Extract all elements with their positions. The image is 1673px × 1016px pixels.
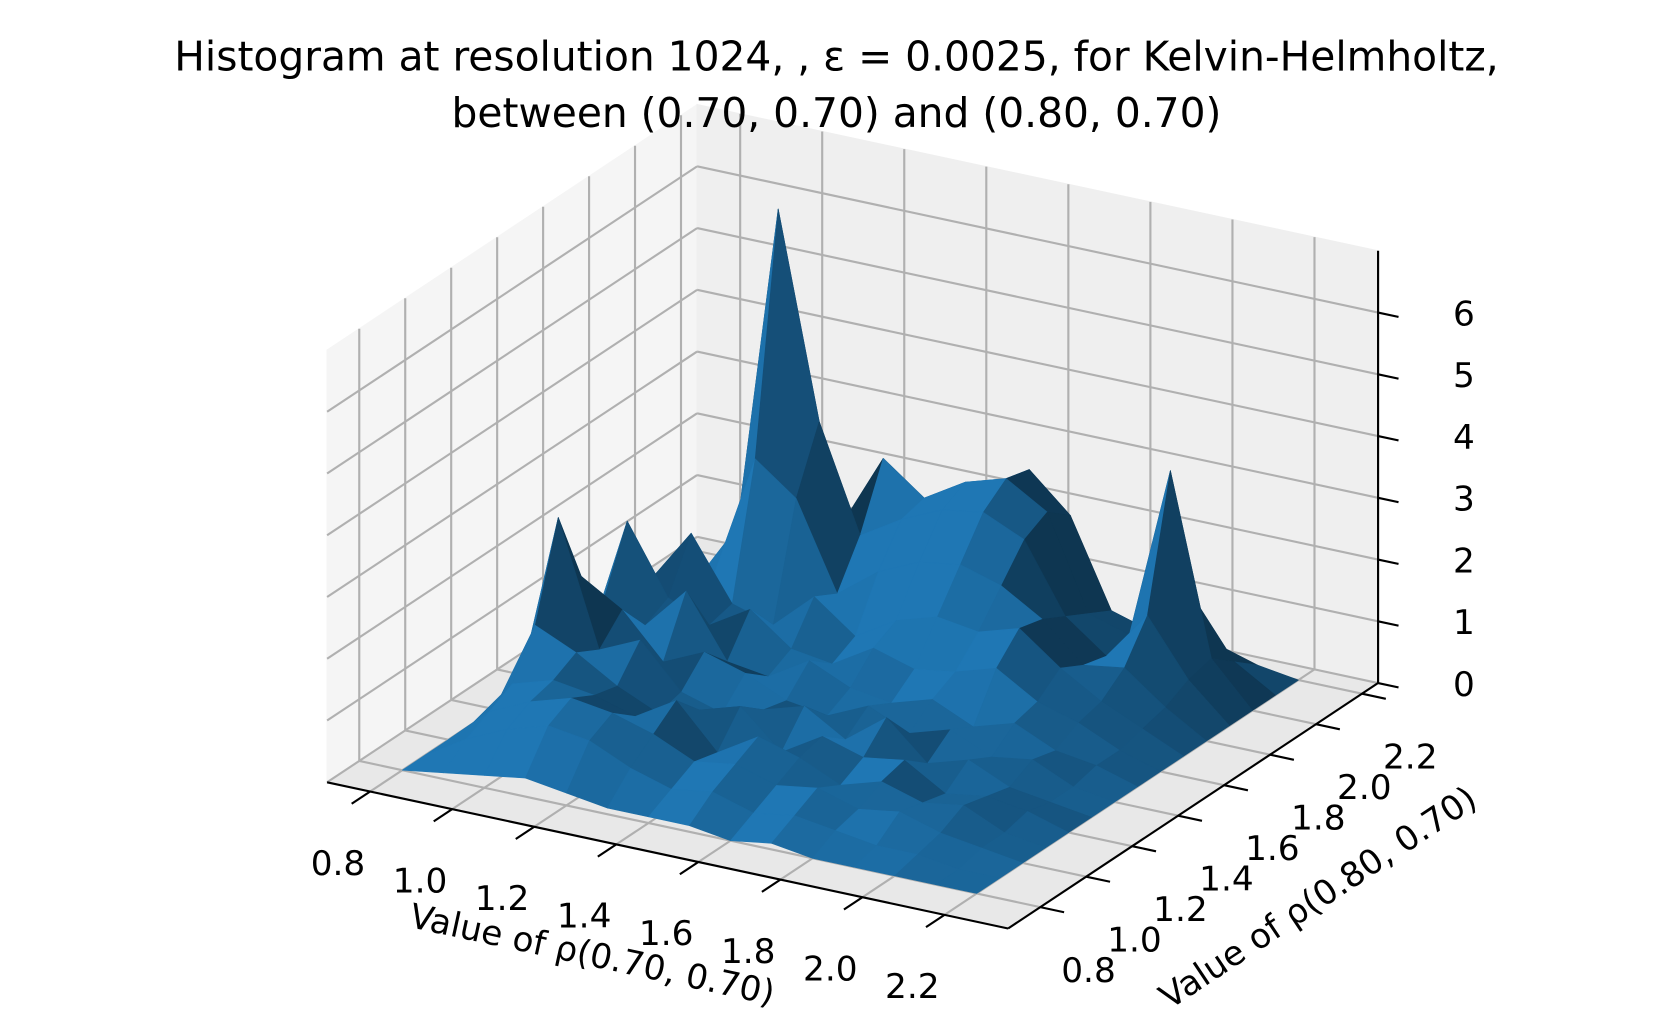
surface (402, 208, 1299, 894)
y-tick-label: 1.4 (1199, 859, 1254, 899)
x-tick-label: 1.4 (557, 897, 612, 937)
tick-mark (679, 861, 699, 876)
x-tick-label: 2.2 (885, 967, 940, 1007)
tick-mark (1377, 373, 1399, 380)
y-tick-label: 0.8 (1061, 951, 1116, 991)
x-axis-line (326, 781, 1009, 930)
tick-mark (843, 896, 864, 911)
tick-mark (515, 825, 535, 840)
x-tick-label: 2.0 (803, 950, 858, 990)
z-tick-label: 1 (1453, 603, 1475, 643)
tick-mark (597, 843, 617, 858)
surface-face (935, 869, 1000, 894)
z-tick-label: 6 (1453, 294, 1475, 334)
z-tick-label: 4 (1453, 418, 1475, 458)
tick-mark (1040, 906, 1065, 914)
y-tick-label: 1.0 (1107, 920, 1162, 960)
grid-line (696, 165, 1379, 314)
x-tick-label: 1.2 (475, 879, 530, 919)
grid-line (326, 474, 698, 722)
tick-mark (1377, 311, 1399, 318)
z-tick-label: 3 (1453, 480, 1475, 520)
grid-line (326, 288, 698, 537)
labels: 0.8 1.0 1.2 1.4 1.6 1.8 2.0 2.2 0.81.01.21.41.61… (311, 294, 1475, 1007)
y-tick-label: 1.8 (1291, 798, 1346, 838)
x-tick-label: 1.8 (721, 932, 776, 972)
tick-mark (1377, 558, 1399, 565)
z-tick-label: 5 (1453, 356, 1475, 396)
tick-mark (1377, 681, 1399, 689)
y-axis-line (1007, 682, 1379, 930)
axes (326, 250, 1399, 930)
tick-mark (761, 878, 782, 893)
tick-mark (1377, 496, 1399, 504)
tick-mark (1377, 434, 1399, 442)
z-tick-label: 2 (1453, 541, 1475, 581)
grid-line (326, 350, 698, 598)
tick-mark (1177, 814, 1203, 822)
tick-mark (1377, 620, 1399, 627)
tick-mark (925, 913, 946, 928)
grid-line (326, 165, 698, 413)
grid-line (696, 227, 1379, 376)
tick-mark (1085, 875, 1111, 883)
grid-line (696, 288, 1379, 438)
x-tick-label: 1.0 (393, 861, 448, 901)
tick-mark (1131, 845, 1157, 853)
x-tick-label: 0.8 (311, 844, 366, 884)
y-tick-label: 2.0 (1337, 768, 1392, 808)
grid-line (326, 227, 698, 475)
x-tick-label: 1.6 (639, 914, 694, 954)
y-tick-label: 1.6 (1245, 829, 1300, 869)
z-tick-label: 0 (1453, 665, 1475, 705)
y-tick-label: 2.2 (1383, 737, 1438, 777)
y-tick-label: 1.2 (1153, 890, 1208, 930)
chart-title: Histogram at resolution 1024, , ε = 0.00… (174, 33, 1498, 81)
grid-line (326, 412, 698, 660)
chart-title: between (0.70, 0.70) and (0.80, 0.70) (452, 89, 1222, 137)
tick-mark (1223, 784, 1249, 792)
tick-mark (351, 790, 371, 805)
tick-mark (1269, 753, 1295, 761)
tick-mark (433, 808, 453, 823)
tick-mark (1361, 692, 1387, 700)
tick-mark (1315, 723, 1341, 731)
